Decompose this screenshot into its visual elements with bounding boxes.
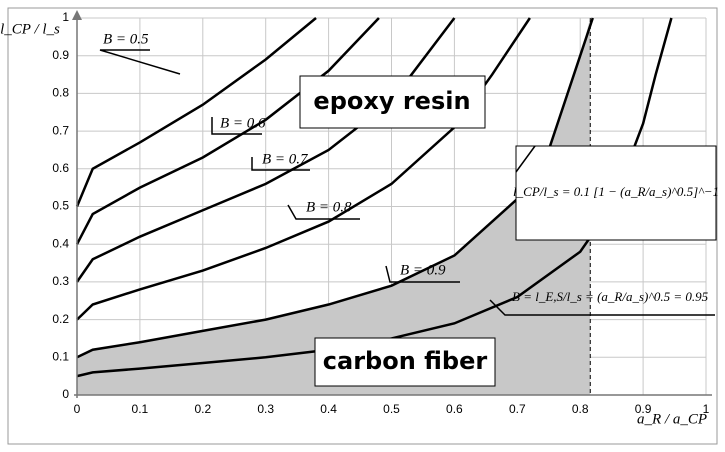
y-tick-label: 0.6 [52, 161, 69, 175]
leader-line [489, 299, 715, 316]
series-label: B = 0.7 [262, 151, 309, 167]
y-axis-label: l_CP / l_s [0, 21, 60, 37]
leader-line [211, 117, 262, 135]
x-tick-label: 0.8 [572, 402, 589, 416]
x-tick-label: 0.3 [257, 402, 274, 416]
series-label: B = l_E,S/l_s = (a_R/a_s)^0.5 = 0.95 [512, 289, 709, 304]
y-tick-label: 0.8 [52, 86, 69, 100]
series-label: B = 0.9 [400, 262, 446, 278]
y-tick-label: 0.9 [52, 48, 69, 62]
x-tick-label: 1 [703, 402, 710, 416]
curve [75, 17, 317, 207]
leader-line [99, 49, 181, 75]
x-tick-label: 0.2 [194, 402, 211, 416]
y-tick-label: 1 [62, 10, 69, 24]
y-tick-label: 0.2 [52, 312, 69, 326]
y-tick-label: 0.3 [52, 274, 69, 288]
leader-line [287, 204, 360, 220]
formula-leader [515, 145, 536, 173]
leader-line [385, 265, 460, 283]
shaded-region [77, 18, 591, 395]
formula: l_CP/l_s = 0.1 [1 − (a_R/a_s)^0.5]^−1 [513, 184, 719, 199]
series-label: B = 0.8 [306, 199, 352, 215]
formula-box [515, 145, 717, 241]
y-tick-label: 0 [62, 387, 69, 401]
x-tick-label: 0 [74, 402, 81, 416]
carbon-box [314, 337, 496, 387]
epoxy-box [299, 75, 486, 129]
carbon-label: carbon fiber [323, 347, 488, 375]
series-label: B = 0.5 [103, 31, 149, 47]
curve [75, 17, 380, 245]
curve [76, 17, 594, 359]
y-tick-label: 0.7 [52, 123, 69, 137]
y-tick-label: 0.4 [52, 236, 69, 250]
y-axis-arrow [72, 10, 82, 20]
x-tick-label: 0.5 [383, 402, 400, 416]
y-tick-label: 0.1 [52, 349, 69, 363]
series-label: B = 0.6 [220, 115, 266, 131]
x-tick-label: 0.7 [509, 402, 526, 416]
x-tick-label: 0.1 [132, 402, 149, 416]
x-axis-label: a_R / a_CP [637, 411, 707, 427]
frame [7, 7, 718, 445]
x-tick-label: 0.9 [635, 402, 652, 416]
x-tick-label: 0.6 [446, 402, 463, 416]
x-tick-label: 0.4 [320, 402, 337, 416]
curve [76, 17, 673, 378]
leader-line [251, 157, 310, 171]
y-tick-label: 0.5 [52, 199, 69, 213]
epoxy-label: epoxy resin [313, 87, 470, 115]
